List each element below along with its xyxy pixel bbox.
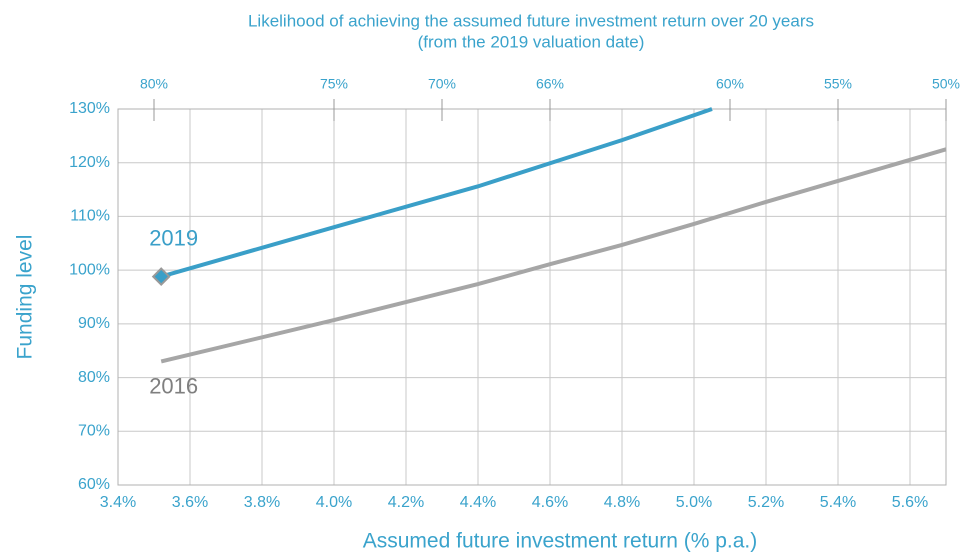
- x-axis-label: Assumed future investment return (% p.a.…: [363, 530, 758, 553]
- top-tick-label: 80%: [140, 76, 168, 92]
- x-tick-label: 4.4%: [460, 494, 496, 511]
- x-tick-label: 5.2%: [748, 494, 784, 511]
- series-label: 2019: [149, 225, 198, 250]
- y-tick-label: 120%: [69, 154, 110, 171]
- top-tick-label: 60%: [716, 76, 744, 92]
- y-tick-label: 70%: [78, 423, 110, 440]
- top-tick-label: 50%: [932, 76, 960, 92]
- x-tick-label: 5.6%: [892, 494, 928, 511]
- point-marker: [151, 267, 171, 287]
- top-tick-label: 66%: [536, 76, 564, 92]
- y-tick-label: 80%: [78, 369, 110, 386]
- x-tick-label: 4.8%: [604, 494, 640, 511]
- y-axis-label: Funding level: [14, 235, 37, 360]
- x-tick-label: 5.0%: [676, 494, 712, 511]
- x-tick-label: 4.0%: [316, 494, 352, 511]
- series-label: 2016: [149, 373, 198, 398]
- x-tick-label: 4.2%: [388, 494, 424, 511]
- x-tick-label: 5.4%: [820, 494, 856, 511]
- x-tick-label: 3.8%: [244, 494, 280, 511]
- top-tick-label: 70%: [428, 76, 456, 92]
- chart-title: Likelihood of achieving the assumed futu…: [248, 11, 814, 30]
- series-line: [160, 147, 947, 364]
- top-tick-label: 55%: [824, 76, 852, 92]
- top-tick-label: 75%: [320, 76, 348, 92]
- x-tick-label: 4.6%: [532, 494, 568, 511]
- plot-border: [117, 108, 947, 486]
- y-tick-label: 60%: [78, 476, 110, 493]
- y-tick-label: 130%: [69, 100, 110, 117]
- y-tick-label: 90%: [78, 315, 110, 332]
- series-line: [160, 107, 713, 279]
- x-tick-label: 3.6%: [172, 494, 208, 511]
- y-tick-label: 110%: [70, 208, 110, 225]
- y-tick-label: 100%: [69, 261, 110, 278]
- x-tick-label: 3.4%: [100, 494, 136, 511]
- chart-subtitle: (from the 2019 valuation date): [418, 32, 645, 51]
